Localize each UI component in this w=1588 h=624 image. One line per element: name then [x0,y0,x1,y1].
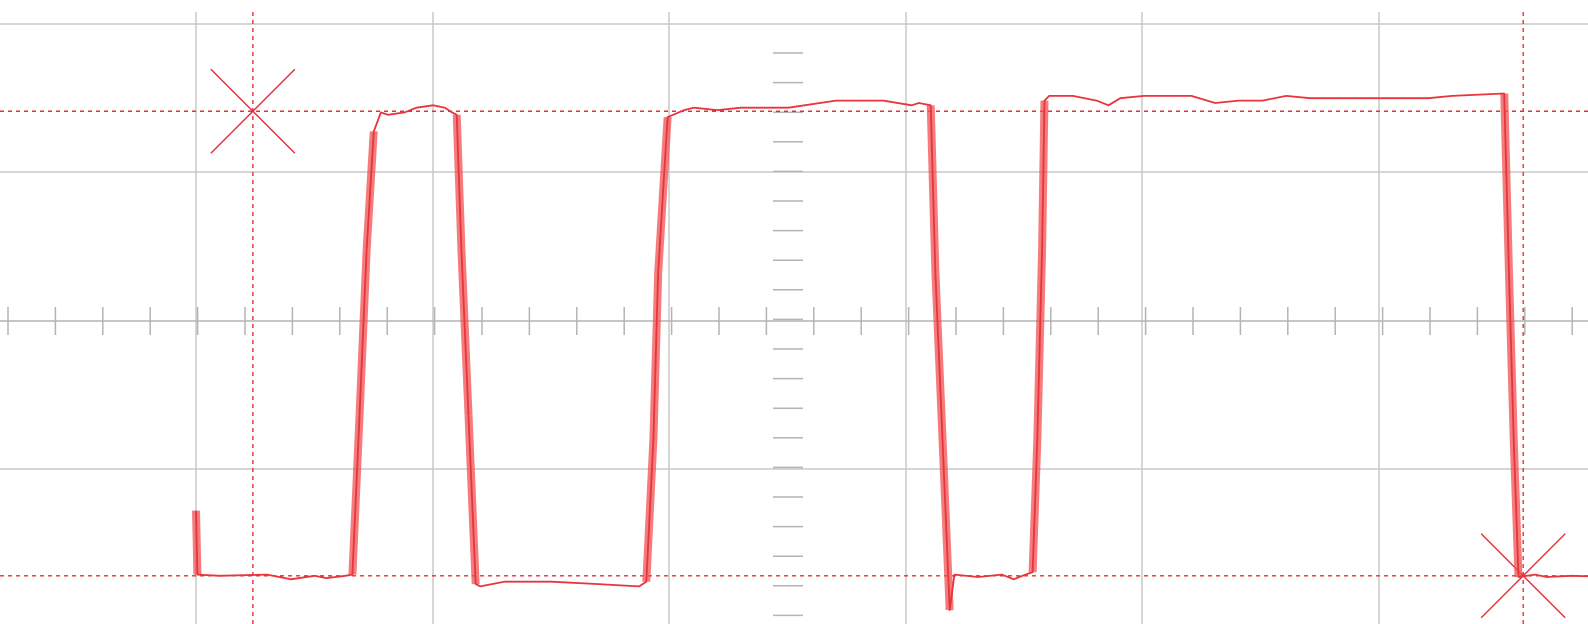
signal-trace-1 [195,92,1588,611]
grid [0,12,1588,624]
trace-layer [192,92,1588,611]
cursors[interactable] [0,12,1588,624]
cursor-marker[interactable] [210,68,296,154]
